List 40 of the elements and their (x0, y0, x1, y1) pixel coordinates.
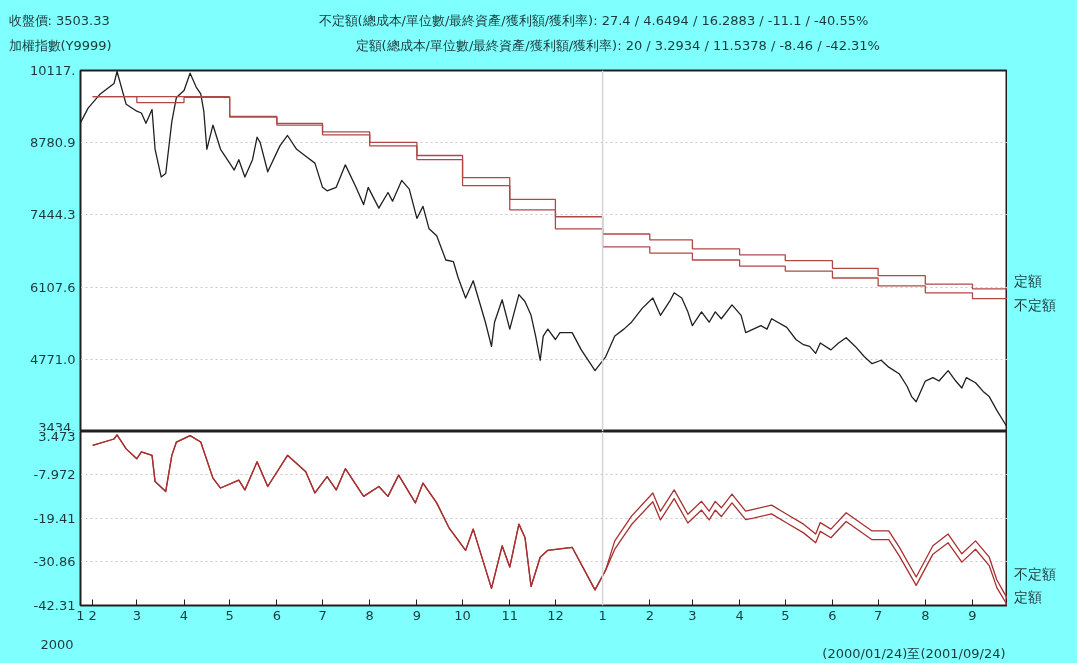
x-tick-label: 1 (598, 607, 607, 623)
y-tick-label: 4771.0 (30, 351, 76, 367)
text: 2000 (40, 637, 74, 652)
series-label: 定額 (1013, 272, 1042, 289)
x-tick-label: 10 (454, 607, 471, 623)
y-tick-label: -7.972 (33, 467, 76, 483)
x-tick-label: 9 (968, 607, 977, 623)
series-label: 不定額 (1013, 296, 1056, 313)
x-tick-label: 3 (132, 607, 141, 623)
y-tick-label: 8780.9 (30, 135, 76, 151)
x-tick-label: 8 (921, 607, 930, 623)
text: 加權指數(Y9999) (8, 38, 112, 53)
x-tick-label: 4 (735, 607, 744, 623)
y-tick-label: 7444.3 (30, 207, 76, 223)
y-tick-label: -19.41 (33, 510, 76, 526)
x-tick-label: 5 (781, 607, 790, 623)
x-tick-label: 7 (318, 607, 327, 623)
x-tick-label: 12 (547, 607, 564, 623)
y-tick-label: -42.31 (33, 598, 76, 613)
x-tick-label: 8 (365, 607, 374, 623)
text: 定額(總成本/單位數/最終資產/獲利額/獲利率): 20 / 3.2934 / 11.5378 / -8.46 / -42.31% (355, 38, 880, 53)
x-tick-label: 3 (688, 607, 697, 623)
x-tick-label: 5 (225, 607, 234, 623)
series-label: 定額 (1013, 588, 1042, 605)
series-label: 不定額 (1013, 565, 1056, 582)
y-tick-label: -30.86 (33, 554, 76, 570)
x-tick-label: 6 (828, 607, 837, 623)
x-tick-label: 4 (179, 607, 189, 623)
x-tick-label: 2 (88, 607, 97, 623)
text: (2000/01/24)至(2001/09/24) (822, 646, 1006, 661)
x-tick-label: 9 (412, 607, 422, 623)
y-tick-label: 10117. (30, 63, 76, 78)
x-tick-label: 6 (272, 607, 282, 623)
x-tick-label: 7 (873, 607, 883, 623)
y-tick-label: 6107.6 (30, 279, 76, 295)
x-tick-label: 1 (76, 607, 85, 623)
x-tick-label: 11 (501, 607, 519, 623)
x-tick-label: 2 (645, 607, 654, 623)
text: 收盤價: 3503.33 (8, 13, 110, 28)
text: 不定額(總成本/單位數/最終資產/獲利額/獲利率): 27.4 / 4.6494 / 16.2883 / -11.1 / -40.55% (318, 13, 869, 28)
